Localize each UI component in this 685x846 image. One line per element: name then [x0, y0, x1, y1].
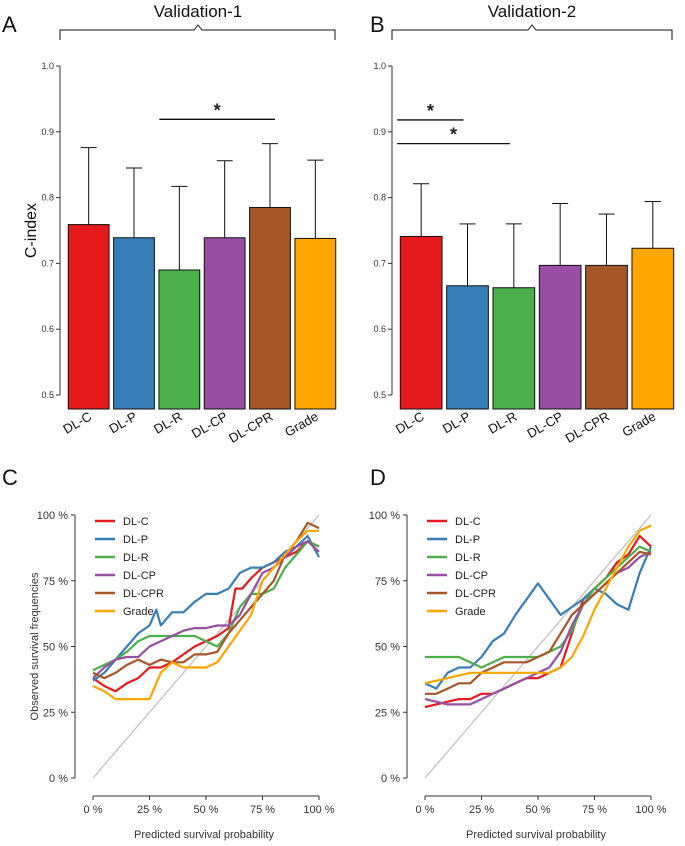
y-tick-label-d: 75 % [375, 576, 400, 588]
y-tick-label-d: 50 % [375, 642, 400, 654]
bar-b-dl-cpr [585, 264, 628, 410]
series-line-d-dl-p [424, 546, 653, 690]
bar-b-dl-r [492, 287, 536, 410]
y-tick-label-a: 1.0 [41, 61, 54, 71]
y-tick-label-b: 0.9 [373, 127, 386, 137]
bar-b-dl-cp [538, 264, 582, 410]
legend-label-c: DL-CP [123, 570, 156, 582]
bar-a-dl-cpr [249, 206, 291, 410]
y-tick-label-b: 0.6 [373, 324, 386, 334]
bar-a-dl-cp [203, 237, 246, 410]
series-line-c-dl-p [92, 534, 320, 682]
bar-b-dl-p [446, 285, 489, 410]
y-tick-label-a: 0.8 [41, 193, 54, 203]
panel-d: D 0 % 25 % 50 % 75 % 100 % 0 % 25 % 50 % 75 % 100 … [369, 465, 667, 841]
x-tick-label-b: DL-R [486, 409, 520, 437]
series-line-c-grade [92, 529, 319, 701]
group-bracket-a [59, 24, 336, 40]
x-tick-label-b: DL-CPR [563, 409, 612, 446]
panel-b: B Validation-2 0.5 0.6 0.7 0.8 0.9 1.0 DL-C DL-P D… [370, 2, 675, 446]
x-axis-label-d: Predicted survival probability [466, 829, 607, 841]
y-tick-label-a: 0.9 [41, 127, 54, 137]
y-tick-label-b: 0.8 [373, 193, 386, 203]
y-tick-label-c: 75 % [43, 576, 68, 588]
series-line-c-dl-cpr [92, 521, 320, 680]
bar-b-dl-c [399, 235, 443, 410]
y-tick-label-c: 100 % [37, 510, 68, 522]
legend-label-d: DL-R [455, 552, 481, 564]
panel-title-b: Validation-2 [488, 2, 577, 21]
bar-a-dl-r [158, 269, 201, 410]
x-tick-label-d: 75 % [582, 804, 607, 816]
significance-star-b: * [450, 125, 457, 145]
y-tick-label-d: 0 % [381, 773, 400, 785]
series-line-c-dl-r [92, 540, 320, 672]
panel-c: C 0 % 25 % 50 % 75 % 100 % 0 % 25 % 50 % 75 % 100 … [2, 465, 335, 841]
x-tick-label-b: DL-C [393, 409, 427, 437]
bar-a-dl-p [113, 237, 155, 410]
reference-line-d [424, 514, 652, 779]
legend-label-c: Grade [123, 606, 154, 618]
y-tick-label-a: 0.7 [41, 258, 54, 268]
y-tick-label-c: 25 % [43, 707, 68, 719]
legend-label-d: Grade [455, 606, 486, 618]
x-tick-label-a: DL-C [60, 409, 94, 437]
x-tick-label-a: DL-CPR [226, 409, 275, 446]
x-tick-label-c: 100 % [303, 804, 334, 816]
bar-a-dl-c [67, 224, 110, 410]
y-tick-label-b: 1.0 [373, 61, 386, 71]
legend-label-c: DL-C [123, 516, 149, 528]
legend-label-c: DL-R [123, 552, 149, 564]
x-tick-label-a: Grade [282, 409, 321, 440]
x-tick-label-c: 50 % [193, 804, 218, 816]
legend-label-d: DL-CP [455, 570, 488, 582]
bar-b-grade [631, 247, 675, 410]
legend-label-d: DL-C [455, 516, 481, 528]
legend-label-c: DL-CPR [123, 588, 164, 600]
panel-label-d: D [370, 465, 386, 490]
x-tick-label-a: DL-CP [189, 409, 230, 441]
panel-a: A Validation-1 0.5 0.6 0.7 0.8 0.9 1.0 C-index DL… [2, 2, 337, 446]
x-tick-label-d: 100 % [635, 804, 666, 816]
y-axis-label-c: Observed survival frequencies [29, 572, 41, 720]
panel-label-a: A [2, 12, 17, 37]
x-tick-label-c: 0 % [84, 804, 103, 816]
x-tick-label-c: 75 % [250, 804, 275, 816]
x-tick-label-b: Grade [620, 409, 659, 440]
x-tick-label-d: 0 % [416, 804, 435, 816]
x-tick-label-b: DL-P [440, 409, 473, 437]
group-bracket-b [391, 24, 673, 40]
x-tick-label-a: DL-P [106, 409, 139, 437]
y-tick-label-d: 25 % [375, 707, 400, 719]
x-axis-label-c: Predicted survival probability [134, 829, 275, 841]
legend-label-d: DL-CPR [455, 588, 496, 600]
panel-label-b: B [370, 12, 385, 37]
panel-title-a: Validation-1 [154, 2, 243, 21]
significance-star-b: * [427, 101, 434, 121]
x-tick-label-d: 25 % [469, 804, 494, 816]
x-tick-label-d: 50 % [525, 804, 550, 816]
x-tick-label-a: DL-R [151, 409, 185, 437]
series-line-d-grade [424, 524, 652, 685]
legend-label-c: DL-P [123, 534, 148, 546]
y-tick-label-d: 100 % [369, 510, 400, 522]
significance-star-a: * [214, 100, 221, 120]
y-tick-label-b: 0.7 [373, 258, 386, 268]
panel-label-c: C [2, 465, 18, 490]
y-tick-label-c: 0 % [49, 773, 68, 785]
y-tick-label-a: 0.6 [41, 324, 54, 334]
x-tick-label-c: 25 % [137, 804, 162, 816]
bar-a-grade [294, 237, 337, 410]
x-tick-label-b: DL-CP [524, 409, 565, 441]
legend-label-d: DL-P [455, 534, 480, 546]
series-line-d-dl-c [424, 534, 652, 709]
y-axis-label-a: C-index [23, 203, 40, 258]
y-tick-label-c: 50 % [43, 642, 68, 654]
y-tick-label-a: 0.5 [41, 390, 54, 400]
y-tick-label-b: 0.5 [373, 390, 386, 400]
